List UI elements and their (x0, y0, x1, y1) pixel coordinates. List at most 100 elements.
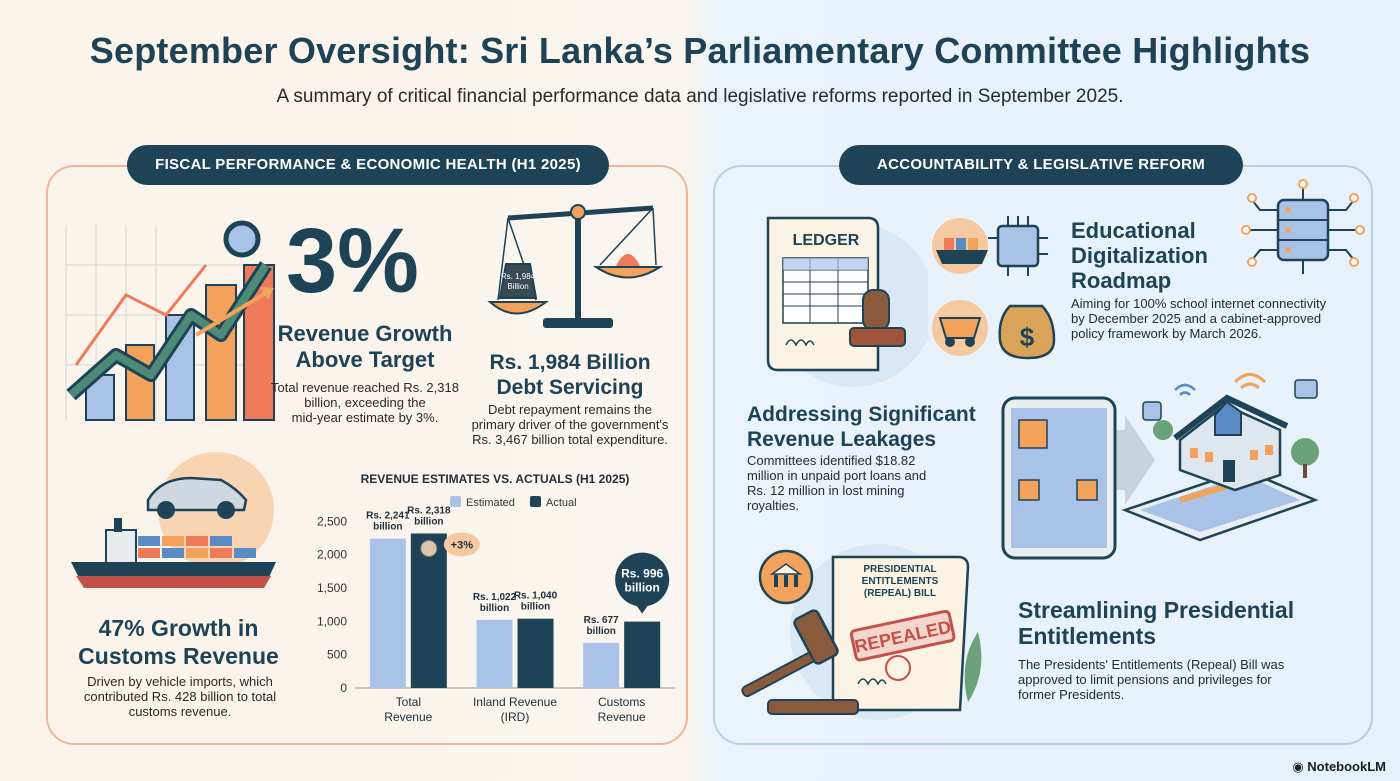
leakage-text: Committees identified $18.82 million in … (747, 453, 987, 513)
car-icon (146, 476, 248, 519)
legend-label-actual: Actual (546, 497, 577, 509)
cargo-ship-icon (71, 452, 276, 588)
callout-label: Rs. 996 (621, 567, 663, 581)
debt-text: Debt repayment remains the primary drive… (465, 402, 675, 447)
chip-icon (996, 224, 1040, 268)
x-tick-label: Revenue (384, 710, 432, 724)
digital-text: Aiming for 100% school internet connecti… (1071, 296, 1361, 341)
digital-text-line2: by December 2025 and a cabinet-approved (1071, 311, 1322, 326)
entitlements-heading-line1: Streamlining Presidential (1018, 597, 1295, 623)
callout-label: billion (625, 581, 660, 595)
customs-text-line3: customs revenue. (128, 704, 232, 719)
customs-heading: 47% Growth in Customs Revenue (56, 614, 301, 670)
coin-icon (420, 539, 438, 557)
x-tick-label: Total (396, 695, 421, 709)
bar-actual (410, 533, 447, 688)
entitlements-heading: Streamlining Presidential Entitlements (1018, 597, 1294, 649)
callout-bubble (615, 552, 670, 607)
digital-text-line3: policy framework by March 2026. (1071, 326, 1262, 341)
mining-cart-icon (938, 317, 982, 339)
repeal-bill-illustration: PRESIDENTIAL ENTITLEMENTS (REPEAL) BILL … (741, 544, 982, 720)
leakage-heading-line2: Revenue Leakages (747, 428, 937, 451)
customs-heading-line1: 47% Growth in (98, 615, 259, 641)
revenue-chart: Estimated Actual 0 500 1,000 1,500 2,000 2,500 R… (317, 496, 675, 724)
entitlements-text-line1: The Presidents' Entitlements (Repeal) Bi… (1018, 657, 1285, 672)
digital-text-line1: Aiming for 100% school internet connecti… (1071, 296, 1327, 311)
page-subtitle: A summary of critical financial performa… (276, 86, 1124, 107)
x-tick-label: (IRD) (501, 710, 530, 724)
school-icon (1173, 394, 1289, 492)
brand-label: NotebookLM (1307, 759, 1386, 774)
legend-swatch-estimated (450, 496, 461, 507)
customs-text-line1: Driven by vehicle imports, which (87, 674, 273, 689)
accountability-section-pill: ACCOUNTABILITY & LEGISLATIVE REFORM (839, 145, 1243, 185)
leakage-heading: Addressing Significant Revenue Leakages (747, 402, 976, 452)
revenue-growth-text-line3: mid-year estimate by 3%. (291, 410, 439, 425)
gavel-icon (741, 609, 859, 715)
revenue-growth-heading-line1: Revenue Growth (277, 321, 453, 346)
revenue-growth-text: Total revenue reached Rs. 2,318 billion,… (260, 380, 470, 425)
scale-icon: Rs. 1,984 Billion (487, 204, 664, 328)
bill-doc-line2: ENTITLEMENTS (862, 576, 939, 587)
svg-text:$: $ (1020, 322, 1035, 352)
leakage-text-line3: Rs. 12 million in lost mining (747, 483, 905, 498)
entitlements-text: The Presidents' Entitlements (Repeal) Bi… (1018, 657, 1348, 702)
bar-data-label: billion (414, 516, 443, 527)
y-tick-label: 1,500 (317, 581, 347, 595)
stamp-icon (849, 289, 906, 347)
customs-text-line2: contributed Rs. 428 billion to total (83, 689, 277, 704)
debt-text-line1: Debt repayment remains the (487, 402, 653, 417)
y-tick-label: 2,500 (317, 514, 347, 528)
growth-annotation-bubble (443, 532, 480, 557)
y-tick-label: 500 (327, 648, 347, 662)
bar-data-label: Rs. 2,241 (366, 511, 410, 522)
entitlements-text-line2: approved to limit pensions and privilege… (1018, 672, 1272, 687)
debt-heading-line1: Rs. 1,984 Billion (489, 351, 651, 374)
leakage-text-line4: royalties. (747, 498, 800, 513)
revenue-growth-heading: Revenue Growth Above Target (260, 321, 470, 373)
fiscal-section-pill: FISCAL PERFORMANCE & ECONOMIC HEALTH (H1… (127, 145, 609, 185)
revenue-growth-heading-line2: Above Target (295, 347, 435, 372)
bar-actual (624, 621, 661, 688)
legend-swatch-actual (530, 496, 541, 507)
leakage-text-line1: Committees identified $18.82 (747, 453, 916, 468)
revenue-growth-text-line1: Total revenue reached Rs. 2,318 (271, 380, 459, 395)
bar-data-label: billion (373, 522, 402, 533)
debt-text-line2: primary driver of the government's (471, 417, 669, 432)
ledger-illustration: LEDGER (766, 216, 928, 387)
x-tick-label: Revenue (598, 710, 646, 724)
debt-text-line3: Rs. 3,467 billion total expenditure. (472, 432, 668, 447)
y-tick-label: 1,000 (317, 614, 347, 628)
customs-text: Driven by vehicle imports, which contrib… (60, 674, 300, 719)
y-tick-label: 2,000 (317, 548, 347, 562)
mining-port-icons: $ (932, 216, 1056, 360)
bar-data-label: Rs. 1,022 (473, 592, 517, 603)
notebooklm-brand: ◉ NotebookLM (1292, 759, 1386, 775)
weight-label-line2: Billion (507, 282, 528, 291)
bar-data-label: billion (480, 603, 509, 614)
bar-estimated (476, 619, 513, 688)
bar-data-label: billion (586, 626, 615, 637)
entitlements-text-line3: former Presidents. (1018, 687, 1125, 702)
bar-actual (517, 618, 554, 688)
tablet-school-illustration (1001, 373, 1319, 560)
debt-heading-line2: Debt Servicing (496, 376, 644, 399)
money-bag-icon (998, 304, 1056, 360)
growth-annotation: +3% (451, 539, 474, 551)
digital-heading-line2: Digitalization (1071, 243, 1208, 268)
chart-title: REVENUE ESTIMATES VS. ACTUALS (H1 2025) (360, 472, 630, 486)
ledger-label: LEDGER (793, 232, 860, 249)
bill-doc-line1: PRESIDENTIAL (863, 564, 936, 575)
debt-heading: Rs. 1,984 Billion Debt Servicing (470, 350, 670, 400)
institution-bubble-icon (758, 549, 814, 605)
notebooklm-logo-icon: ◉ (1292, 759, 1308, 774)
y-tick-label: 0 (340, 681, 347, 695)
customs-heading-line2: Customs Revenue (78, 643, 279, 669)
weight-label-line1: Rs. 1,984 (501, 272, 536, 281)
revenue-growth-text-line2: billion, exceeding the (304, 395, 426, 410)
digital-heading: Educational Digitalization Roadmap (1071, 218, 1208, 293)
bar-data-label: Rs. 677 (584, 615, 619, 626)
x-tick-label: Inland Revenue (473, 695, 557, 709)
revenue-growth-value: 3% (286, 210, 419, 312)
callout-pointer (635, 603, 650, 614)
